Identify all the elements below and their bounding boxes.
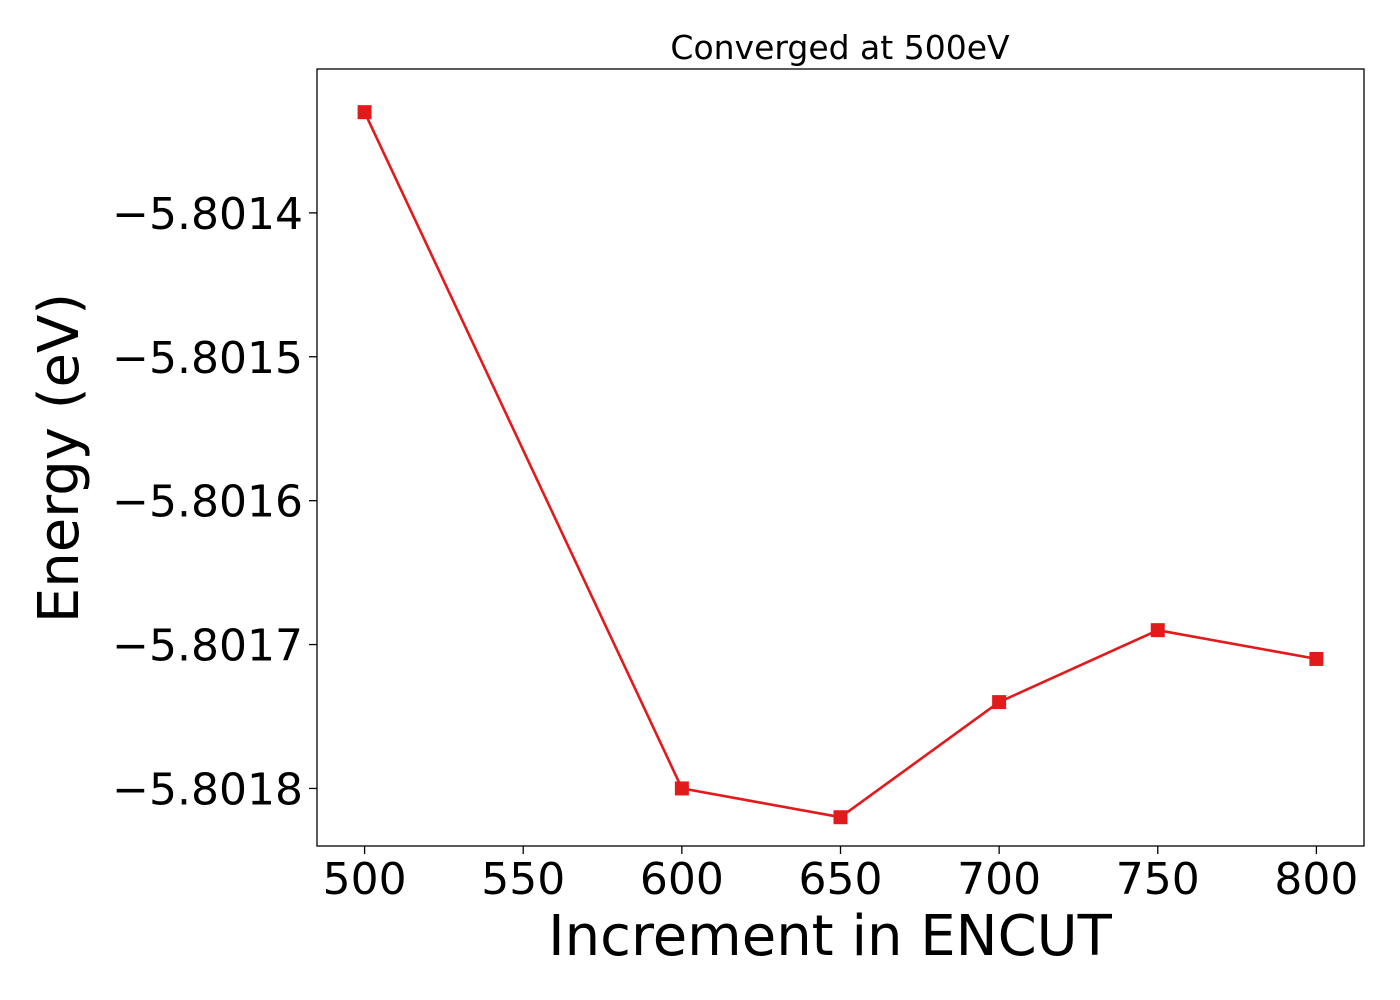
x-tick-label: 650 — [799, 854, 883, 905]
x-axis-label: Increment in ENCUT — [548, 904, 1113, 969]
plot-area: 500 550 600 650 700 750 800 −5.8014 −5.8015 −5.80… — [112, 68, 1365, 905]
x-tick-label: 600 — [640, 854, 724, 905]
chart-title: Converged at 500eV — [670, 28, 1010, 67]
y-tick-label: −5.8016 — [112, 477, 303, 528]
x-tick-label: 550 — [481, 854, 565, 905]
series-line — [363, 111, 1317, 819]
x-tick-label: 750 — [1116, 854, 1200, 905]
data-point-marker — [833, 810, 848, 825]
data-point-marker — [992, 695, 1007, 710]
data-point-marker — [1309, 651, 1324, 666]
y-axis-label: Energy (eV) — [27, 293, 92, 623]
y-tick-label: −5.8018 — [112, 764, 303, 815]
y-tick-label: −5.8017 — [112, 621, 303, 672]
y-tick-label: −5.8014 — [112, 189, 303, 240]
plot-frame — [316, 68, 1365, 847]
x-tick-label: 800 — [1274, 854, 1358, 905]
data-point-marker — [1150, 623, 1165, 638]
x-tick-label: 700 — [957, 854, 1041, 905]
data-point-marker — [357, 105, 372, 120]
x-tick-label: 500 — [323, 854, 407, 905]
y-tick-label: −5.8015 — [112, 333, 303, 384]
data-point-marker — [674, 781, 689, 796]
